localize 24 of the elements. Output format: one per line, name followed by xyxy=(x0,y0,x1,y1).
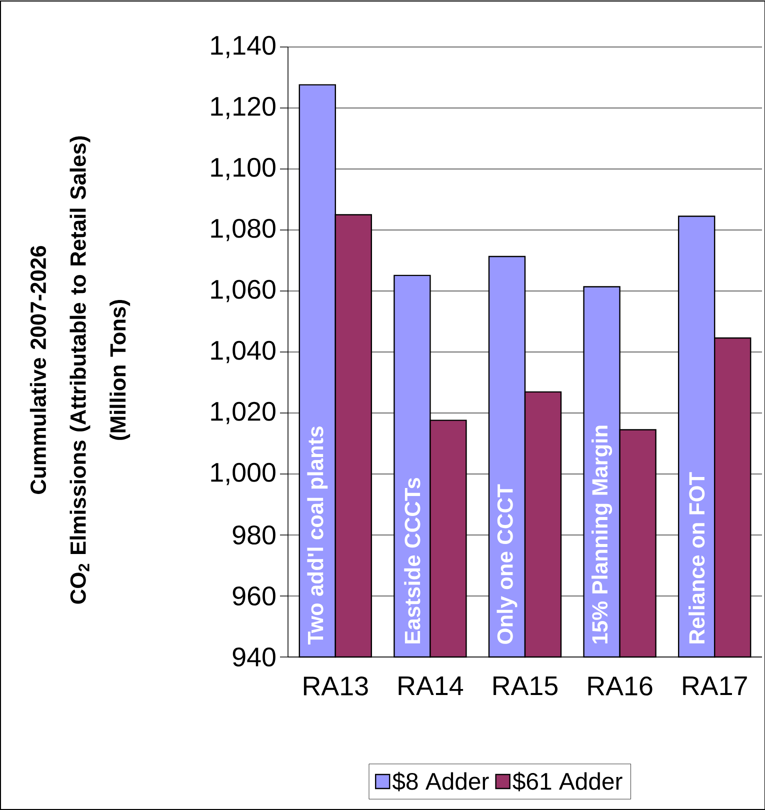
y-tick-label: 1,060 xyxy=(210,280,276,302)
x-tick-label: RA13 xyxy=(304,676,368,696)
annotation: Two add'l coal plants xyxy=(306,426,328,645)
x-tick-label: RA17 xyxy=(682,676,747,696)
legend-label: $61 Adder xyxy=(512,772,622,792)
annotation: Reliance on FOT xyxy=(688,472,704,644)
y-tick-label: 1,040 xyxy=(210,340,276,364)
annotation: 15% Planning Margin xyxy=(591,426,612,644)
y-tick-label: 1,140 xyxy=(210,36,276,58)
annotation: Eastside CCCTs xyxy=(404,478,420,644)
y-tick-label: 1,020 xyxy=(210,402,276,424)
x-tick-label: RA16 xyxy=(588,676,652,696)
y-tick-label: 940 xyxy=(232,647,276,667)
text: Cummulative 2007-2026 CO$_{2}$ Elmissions (Attributable to Retail Sales) (Million Tons) xyxy=(30,136,130,604)
y-tick-label: 1,000 xyxy=(210,462,276,486)
y-tick-label: 960 xyxy=(232,586,276,606)
x-tick-label: RA14 xyxy=(398,676,463,696)
x-tick-label: RA15 xyxy=(493,676,558,696)
annotation: Only one CCCT xyxy=(496,484,517,644)
legend-label: $8 Adder xyxy=(392,772,489,792)
y-tick-label: 980 xyxy=(232,525,276,545)
y-tick-label: 1,120 xyxy=(210,96,276,120)
y-tick-label: 1,080 xyxy=(210,218,276,242)
y-tick-label: 1,100 xyxy=(210,158,276,180)
